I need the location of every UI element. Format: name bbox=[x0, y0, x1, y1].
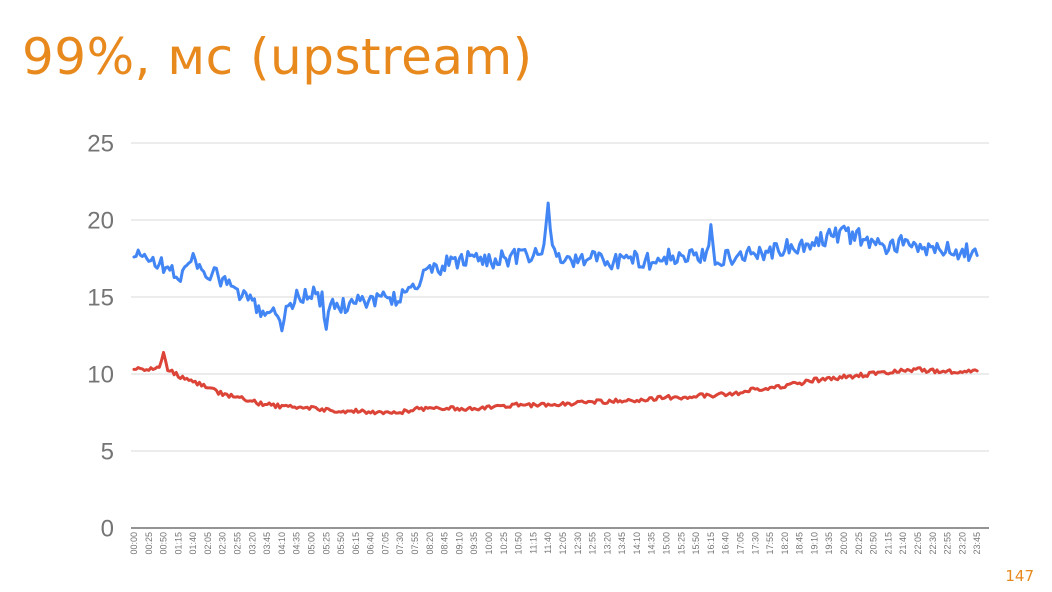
x-tick-label: 07:30 bbox=[395, 532, 405, 555]
x-tick-label: 15:00 bbox=[662, 532, 672, 555]
series-lines bbox=[132, 201, 979, 416]
page-number: 147 bbox=[1005, 567, 1034, 585]
x-tick-label: 04:10 bbox=[277, 532, 287, 555]
x-tick-label: 00:25 bbox=[144, 532, 154, 555]
series-line-blue bbox=[132, 201, 979, 333]
x-tick-label: 23:45 bbox=[972, 532, 982, 555]
x-tick-label: 11:15 bbox=[528, 532, 538, 554]
y-tick-label: 10 bbox=[87, 362, 114, 389]
x-tick-label: 05:25 bbox=[321, 532, 331, 555]
x-tick-label: 08:20 bbox=[425, 532, 435, 555]
x-tick-label: 14:35 bbox=[647, 532, 657, 555]
x-tick-label: 00:50 bbox=[159, 532, 169, 555]
x-tick-label: 12:05 bbox=[558, 532, 568, 555]
x-tick-label: 14:10 bbox=[632, 532, 642, 555]
y-tick-label: 5 bbox=[101, 439, 114, 466]
x-tick-label: 09:35 bbox=[469, 532, 479, 555]
x-tick-label: 01:15 bbox=[173, 532, 183, 555]
x-tick-label: 03:20 bbox=[247, 532, 257, 555]
x-tick-label: 01:40 bbox=[188, 532, 198, 555]
x-tick-label: 22:55 bbox=[943, 532, 953, 555]
x-tick-label: 04:35 bbox=[292, 532, 302, 555]
x-tick-label: 17:30 bbox=[750, 532, 760, 555]
x-tick-label: 15:25 bbox=[676, 532, 686, 555]
x-tick-label: 17:05 bbox=[735, 532, 745, 555]
x-tick-label: 06:40 bbox=[366, 532, 376, 555]
gridlines bbox=[131, 142, 989, 452]
x-tick-label: 07:55 bbox=[410, 532, 420, 555]
x-tick-label: 07:05 bbox=[380, 532, 390, 555]
x-tick-label: 22:30 bbox=[928, 532, 938, 555]
x-tick-label: 13:20 bbox=[602, 532, 612, 555]
y-tick-label: 20 bbox=[87, 208, 114, 235]
x-tick-label: 17:55 bbox=[765, 532, 775, 555]
axes: 0 5 10 15 20 25 00:00 00:25 00:50 01:15 01:40 02:05… bbox=[87, 131, 989, 555]
x-tick-label: 08:45 bbox=[440, 532, 450, 555]
x-tick-label: 16:40 bbox=[721, 532, 731, 555]
x-tick-label: 03:45 bbox=[262, 532, 272, 555]
y-tick-label: 25 bbox=[87, 131, 114, 158]
x-tick-label: 00:00 bbox=[129, 532, 139, 555]
x-tick-label: 15:50 bbox=[691, 532, 701, 555]
x-tick-label: 06:15 bbox=[351, 532, 361, 555]
x-tick-label: 16:15 bbox=[706, 532, 716, 555]
x-tick-label: 19:10 bbox=[809, 532, 819, 555]
x-tick-label: 18:20 bbox=[780, 532, 790, 555]
y-tick-label: 15 bbox=[87, 285, 114, 312]
x-tick-label: 18:45 bbox=[795, 532, 805, 555]
x-tick-label: 09:10 bbox=[454, 532, 464, 555]
x-tick-label: 05:00 bbox=[306, 532, 316, 555]
y-tick-label: 0 bbox=[101, 516, 114, 543]
x-tick-label: 21:15 bbox=[883, 532, 893, 555]
x-tick-label: 12:55 bbox=[588, 532, 598, 555]
x-tick-label: 10:25 bbox=[499, 532, 509, 555]
x-tick-label: 22:05 bbox=[913, 532, 923, 555]
x-tick-label: 12:30 bbox=[573, 532, 583, 555]
x-tick-label: 05:50 bbox=[336, 532, 346, 555]
x-tick-label: 11:40 bbox=[543, 532, 553, 554]
x-tick-label: 20:00 bbox=[839, 532, 849, 555]
x-tick-label: 13:45 bbox=[617, 532, 627, 555]
slide-title: 99%, мс (upstream) bbox=[22, 28, 533, 86]
x-tick-label: 21:40 bbox=[898, 532, 908, 555]
x-tick-label: 20:25 bbox=[854, 532, 864, 555]
x-tick-label: 10:50 bbox=[514, 532, 524, 555]
x-tick-label: 23:20 bbox=[957, 532, 967, 555]
x-tick-label: 20:50 bbox=[869, 532, 879, 555]
x-tick-label: 02:30 bbox=[218, 532, 228, 555]
x-tick-label: 02:55 bbox=[233, 532, 243, 555]
x-tick-label: 02:05 bbox=[203, 532, 213, 555]
x-tick-label: 19:35 bbox=[824, 532, 834, 555]
x-tick-label: 10:00 bbox=[484, 532, 494, 555]
series-line-red bbox=[132, 350, 979, 416]
